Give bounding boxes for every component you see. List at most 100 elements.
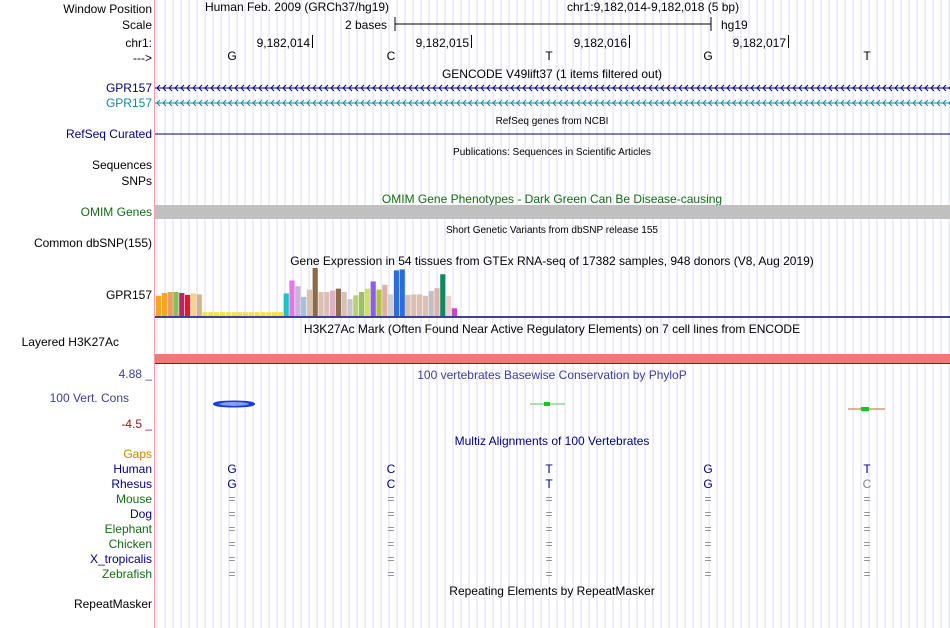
gtex-tissue-bar <box>260 312 266 316</box>
gencode-item-label-2[interactable]: GPR157 <box>105 96 152 110</box>
track-label-panel: Window Position Scale chr1: ---> GPR157 … <box>0 0 155 628</box>
alignment-base: = <box>545 552 553 566</box>
gtex-tissue-bar <box>243 312 249 316</box>
scale-text: 2 bases <box>345 18 388 32</box>
gtex-tissue-bar <box>156 295 162 316</box>
gtex-tissue-bar <box>237 312 243 316</box>
repeatmasker-track-title: Repeating Elements by RepeatMasker <box>449 584 655 598</box>
alignment-base: = <box>228 522 236 536</box>
omim-feature-bar[interactable] <box>155 205 950 219</box>
alignment-base: = <box>228 552 236 566</box>
refseq-track-label[interactable]: RefSeq Curated <box>65 127 152 141</box>
reference-base: G <box>227 49 237 63</box>
publications-track-label-1[interactable]: Sequences <box>91 158 152 172</box>
species-label[interactable]: X_tropicalis <box>89 552 152 566</box>
alignment-base: T <box>545 462 553 476</box>
gtex-track-label[interactable]: GPR157 <box>105 288 152 302</box>
refseq-gene-line[interactable] <box>155 130 950 138</box>
alignment-base: = <box>228 507 236 521</box>
db-label: hg19 <box>721 18 748 32</box>
alignment-base: G <box>703 477 713 491</box>
coordinate-tick-label: 9,182,016 <box>573 36 627 50</box>
gtex-tissue-bar <box>446 295 452 316</box>
alignment-base: T <box>863 462 871 476</box>
gaps-label: Gaps <box>123 447 152 461</box>
species-label[interactable]: Rhesus <box>111 477 152 491</box>
alignment-base: = <box>863 552 871 566</box>
refseq-track-title: RefSeq genes from NCBI <box>495 116 609 127</box>
phylop-track-label[interactable]: 100 Vert. Cons <box>49 391 129 405</box>
alignment-base: G <box>227 477 237 491</box>
species-label[interactable]: Dog <box>129 507 152 521</box>
species-label[interactable]: Chicken <box>108 537 152 551</box>
alignment-base: G <box>703 462 713 476</box>
gtex-bar-chart[interactable] <box>155 267 950 319</box>
gtex-tissue-bar <box>347 299 353 316</box>
alignment-base: = <box>545 537 553 551</box>
omim-track-label[interactable]: OMIM Genes <box>80 205 152 219</box>
alignment-base: = <box>863 507 871 521</box>
gencode-gene-models[interactable] <box>155 80 950 110</box>
dbsnp-track-label[interactable]: Common dbSNP(155) <box>33 236 152 250</box>
alignment-base: = <box>704 537 712 551</box>
alignment-base: = <box>228 567 236 581</box>
alignment-base: = <box>863 537 871 551</box>
scale-bar <box>394 17 712 31</box>
alignment-base: = <box>228 537 236 551</box>
alignment-base: = <box>228 492 236 506</box>
alignment-base: G <box>227 462 237 476</box>
repeatmasker-track-label[interactable]: RepeatMasker <box>73 597 152 611</box>
gtex-tissue-bar <box>335 288 341 316</box>
reference-base: G <box>703 49 713 63</box>
gtex-tissue-bar <box>318 292 324 316</box>
alignment-base: C <box>862 477 872 491</box>
gtex-tissue-bar <box>399 269 405 316</box>
alignment-base: C <box>386 477 396 491</box>
gtex-tissue-bar <box>167 292 173 316</box>
h3k27ac-signal-bar[interactable] <box>155 354 950 363</box>
gtex-tissue-bar <box>411 294 417 316</box>
window-position-label: Window Position <box>63 2 152 16</box>
gtex-tissue-bar <box>219 312 225 316</box>
coordinate-tick <box>629 35 630 48</box>
alignment-base: = <box>704 522 712 536</box>
gtex-tissue-bar <box>295 286 301 316</box>
gtex-tissue-bar <box>179 292 185 316</box>
gtex-tissue-bar <box>422 295 428 316</box>
phylop-signal[interactable] <box>155 395 950 415</box>
gtex-tissue-bar <box>289 280 295 316</box>
strand-arrow-label: ---> <box>133 51 152 65</box>
species-label[interactable]: Zebrafish <box>101 567 152 581</box>
gtex-tissue-bar <box>451 308 457 316</box>
alignment-base: = <box>387 522 395 536</box>
gtex-tissue-bar <box>196 294 202 316</box>
alignment-base: = <box>863 492 871 506</box>
gtex-tissue-bar <box>382 284 388 316</box>
species-label[interactable]: Human <box>113 462 152 476</box>
alignment-base: = <box>704 492 712 506</box>
gtex-tissue-bar <box>214 312 220 316</box>
coordinate-tick-label: 9,182,015 <box>415 36 469 50</box>
phylop-min-label: -4.5 _ <box>121 417 152 431</box>
h3k27ac-track-label[interactable]: Layered H3K27Ac <box>21 335 119 349</box>
gtex-tissue-bar <box>440 274 446 316</box>
gencode-item-label-1[interactable]: GPR157 <box>105 81 152 95</box>
gtex-tissue-bar <box>376 289 382 316</box>
position-readout: chr1:9,182,014-9,182,018 (5 bp) <box>566 0 740 14</box>
multiz-track-title: Multiz Alignments of 100 Vertebrates <box>454 434 650 448</box>
coordinate-tick <box>312 35 313 48</box>
omim-track-title: OMIM Gene Phenotypes - Dark Green Can Be… <box>381 192 723 206</box>
reference-base: T <box>545 49 553 63</box>
genome-browser-image[interactable]: Human Feb. 2009 (GRCh37/hg19) chr1:9,182… <box>155 0 950 628</box>
publications-track-label-2[interactable]: SNPs <box>121 174 152 188</box>
alignment-base: = <box>387 537 395 551</box>
alignment-base: = <box>704 567 712 581</box>
gtex-tissue-bar <box>225 312 231 316</box>
publications-track-title: Publications: Sequences in Scientific Ar… <box>453 147 651 158</box>
gtex-tissue-bar <box>312 268 318 316</box>
chr-label: chr1: <box>125 36 152 50</box>
species-label[interactable]: Mouse <box>115 492 152 506</box>
species-label[interactable]: Elephant <box>104 522 152 536</box>
gtex-tissue-bar <box>190 293 196 316</box>
gencode-transcript-1 <box>155 84 950 92</box>
